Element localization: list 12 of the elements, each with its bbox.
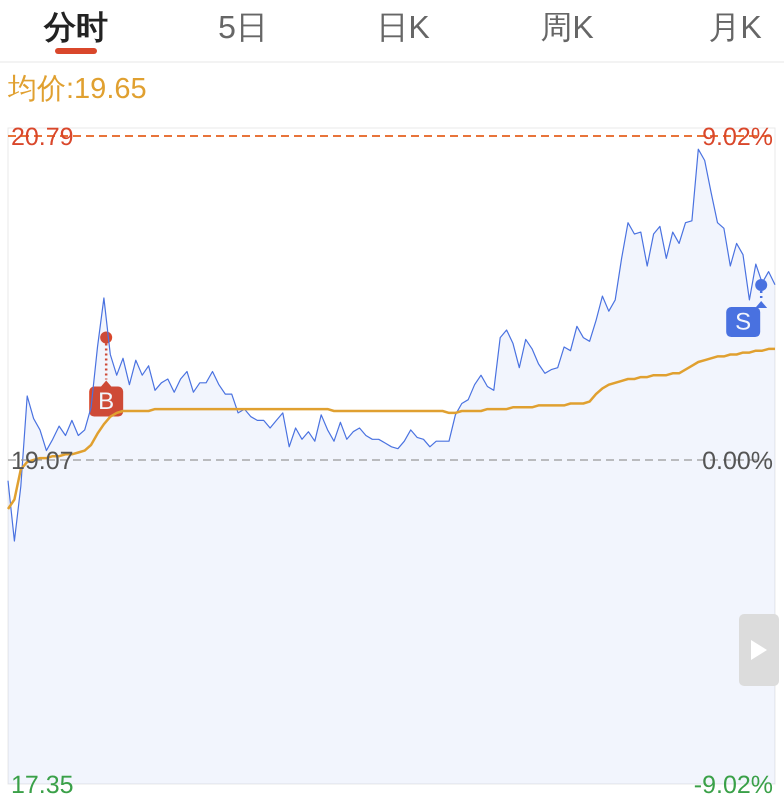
text: 月K: [708, 9, 762, 45]
text: 周K: [540, 9, 594, 45]
annotation: S: [735, 308, 752, 336]
text: 日K: [376, 9, 430, 45]
y-tick-label: 20.79: [11, 123, 74, 151]
line-series: [6, 348, 776, 510]
text: 分时: [43, 9, 108, 45]
text: 均价:19.65: [7, 73, 147, 105]
text: 5日: [218, 9, 268, 45]
y-tick-label: 17.35: [11, 771, 74, 799]
y2-tick-label: -9.02%: [694, 771, 773, 799]
annotation: B: [98, 388, 114, 415]
